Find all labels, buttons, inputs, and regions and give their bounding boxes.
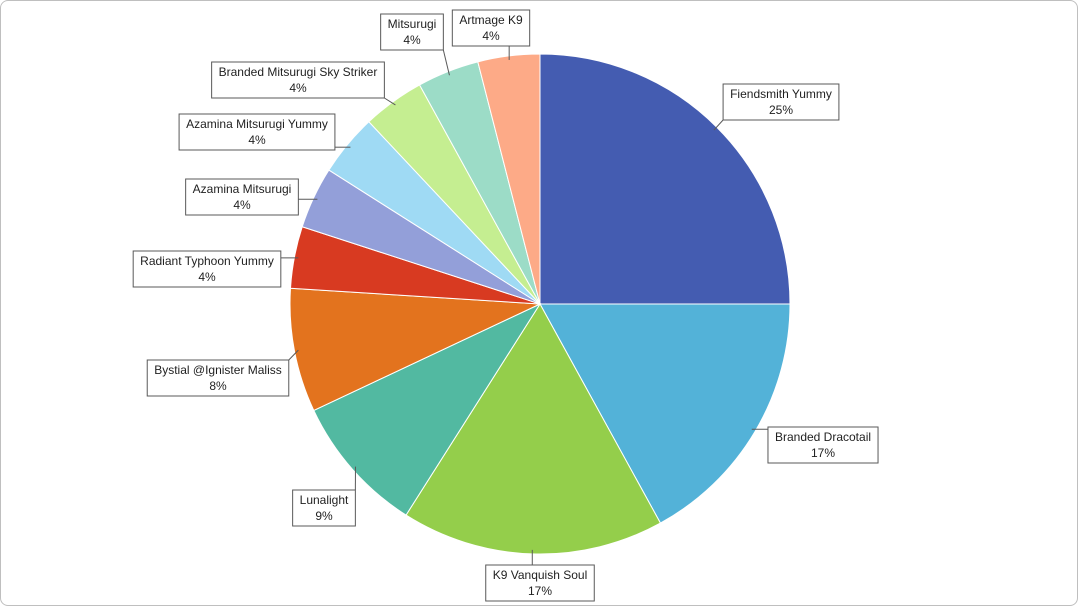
data-label-name: Branded Mitsurugi Sky Striker (219, 65, 378, 79)
data-label-name: Lunalight (300, 493, 349, 507)
data-label-percent: 4% (403, 33, 421, 47)
data-label-name: K9 Vanquish Soul (493, 568, 588, 582)
data-label-percent: 9% (315, 509, 333, 523)
data-label-percent: 17% (528, 584, 552, 598)
data-label-percent: 4% (198, 270, 216, 284)
data-label-percent: 25% (769, 103, 793, 117)
data-label-name: Branded Dracotail (775, 430, 871, 444)
data-label-percent: 4% (233, 198, 251, 212)
data-label-percent: 17% (811, 446, 835, 460)
data-label-name: Mitsurugi (388, 17, 437, 31)
data-label-percent: 4% (289, 81, 307, 95)
data-label-percent: 4% (482, 29, 500, 43)
data-label-name: Radiant Typhoon Yummy (140, 254, 274, 268)
leader-line (443, 50, 449, 75)
data-label-percent: 8% (209, 379, 227, 393)
data-label-name: Fiendsmith Yummy (730, 87, 832, 101)
data-label-percent: 4% (248, 133, 266, 147)
data-label-name: Artmage K9 (459, 13, 523, 27)
data-label-name: Azamina Mitsurugi (193, 182, 292, 196)
data-label-name: Bystial @Ignister Maliss (154, 363, 282, 377)
data-label-name: Azamina Mitsurugi Yummy (186, 117, 328, 131)
